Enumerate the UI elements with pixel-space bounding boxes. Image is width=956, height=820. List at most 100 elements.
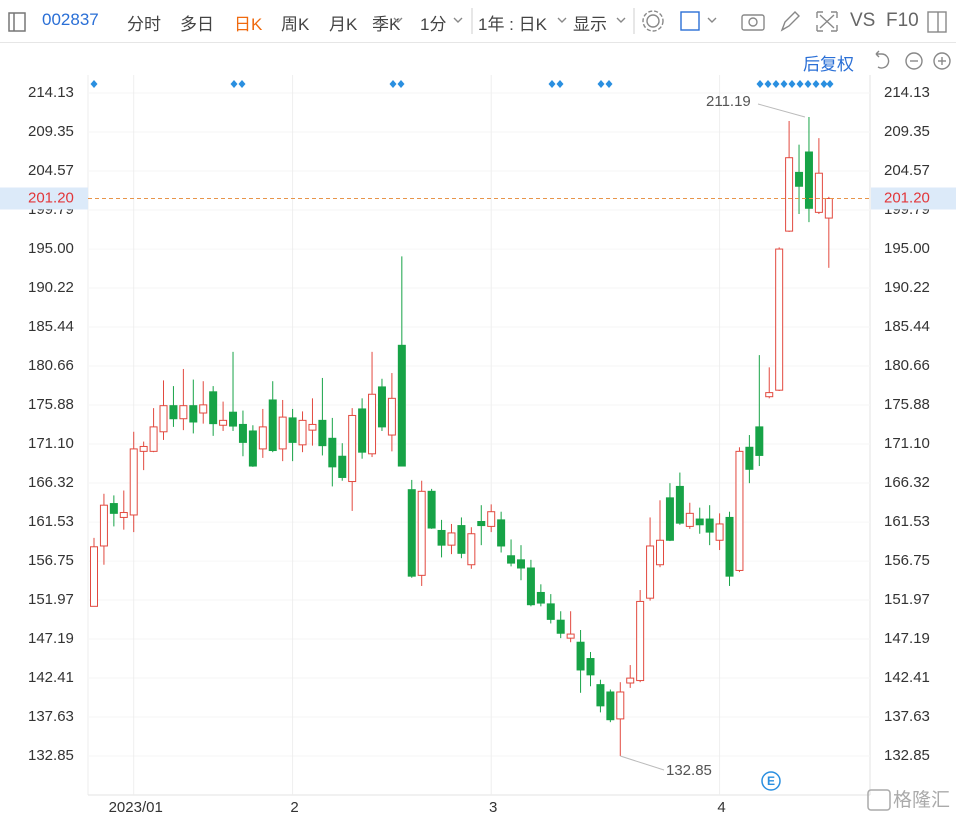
candle-body — [785, 157, 794, 232]
candle-body — [338, 455, 347, 478]
event-marker[interactable] — [90, 80, 98, 88]
candle-body — [487, 511, 496, 527]
candle-body — [129, 448, 138, 516]
y-tick-label: 137.63 — [28, 708, 74, 725]
current-price-label: 201.20 — [28, 189, 74, 206]
candle-body — [288, 417, 297, 443]
candle-body — [189, 405, 198, 423]
y-tick-label-right: 190.22 — [884, 279, 930, 296]
candle-body — [248, 430, 257, 467]
range-select[interactable]: 1年 : 日K — [478, 15, 547, 34]
candle-body — [358, 408, 367, 453]
event-marker[interactable] — [238, 80, 246, 88]
period-tab[interactable]: 周K — [281, 15, 310, 34]
min-pointer — [620, 755, 665, 771]
candle-body — [109, 503, 118, 514]
candle-body — [804, 151, 813, 209]
event-marker[interactable] — [780, 80, 788, 88]
y-tick-label: 185.44 — [28, 318, 74, 335]
candle-body — [497, 519, 506, 547]
candle-body — [646, 545, 655, 599]
candle-body — [546, 603, 555, 620]
candle-body — [387, 397, 396, 436]
display-select[interactable]: 显示 — [573, 15, 607, 34]
candle-body — [467, 533, 476, 566]
event-marker[interactable] — [772, 80, 780, 88]
panel-icon[interactable] — [8, 12, 26, 32]
watermark: 格隆汇 — [893, 789, 950, 811]
event-marker[interactable] — [812, 80, 820, 88]
stock-code[interactable]: 002837 — [42, 10, 99, 29]
y-tick-label-right: 161.53 — [884, 513, 930, 530]
f10-button[interactable]: F10 — [886, 10, 919, 31]
candle-body — [268, 399, 277, 452]
candle-body — [636, 600, 645, 682]
candle-body — [437, 529, 446, 546]
y-tick-label-right: 137.63 — [884, 708, 930, 725]
y-tick-label-right: 132.85 — [884, 747, 930, 764]
event-marker[interactable] — [764, 80, 772, 88]
candle-body — [159, 405, 168, 433]
candle-body — [566, 633, 575, 639]
y-tick-label: 190.22 — [28, 279, 74, 296]
max-label: 211.19 — [706, 93, 751, 110]
watermark-logo — [867, 789, 891, 811]
x-tick-label: 3 — [489, 799, 497, 816]
candle-body — [526, 567, 535, 606]
vs-button[interactable]: VS — [850, 10, 876, 31]
period-tab[interactable]: 月K — [329, 15, 358, 34]
event-marker[interactable] — [605, 80, 613, 88]
event-icon[interactable] — [761, 771, 781, 791]
adjust-button[interactable]: 后复权 — [803, 55, 854, 74]
event-marker[interactable] — [820, 80, 828, 88]
max-pointer — [757, 103, 806, 118]
current-price-box-right — [871, 187, 956, 210]
event-marker[interactable] — [756, 80, 764, 88]
zoom-icons[interactable] — [870, 50, 956, 72]
event-marker[interactable] — [804, 80, 812, 88]
candle-body — [725, 516, 734, 577]
event-marker[interactable] — [397, 80, 405, 88]
y-tick-label: 132.85 — [28, 747, 74, 764]
candle-body — [99, 504, 108, 547]
event-marker[interactable] — [556, 80, 564, 88]
candle-body — [169, 405, 178, 420]
event-marker[interactable] — [796, 80, 804, 88]
candle-body — [695, 518, 704, 526]
period-tab[interactable]: 季K — [372, 15, 401, 34]
candle-body — [656, 539, 665, 566]
y-tick-label: 166.32 — [28, 474, 74, 491]
event-marker[interactable] — [548, 80, 556, 88]
y-tick-label: 214.13 — [28, 84, 74, 101]
candle-body — [586, 658, 595, 676]
period-tab-active[interactable]: 日K — [234, 15, 263, 34]
period-tab[interactable]: 1分 — [420, 15, 447, 34]
candle-body — [238, 423, 247, 443]
candle-body — [824, 197, 833, 219]
y-tick-label: 195.00 — [28, 240, 74, 257]
candle-body — [447, 532, 456, 546]
y-tick-label: 180.66 — [28, 357, 74, 374]
period-tab[interactable]: 多日 — [180, 15, 214, 34]
period-tab[interactable]: 分时 — [127, 15, 161, 34]
y-tick-label: 147.19 — [28, 630, 74, 647]
y-tick-label-right: 151.97 — [884, 591, 930, 608]
candle-body — [219, 419, 228, 426]
y-tick-label: 171.10 — [28, 435, 74, 452]
event-marker[interactable] — [230, 80, 238, 88]
candle-body — [675, 485, 684, 524]
candle-body — [596, 684, 605, 707]
candle-body — [516, 559, 525, 569]
candle-body — [606, 691, 615, 721]
x-tick-label: 2023/01 — [109, 799, 163, 816]
event-marker[interactable] — [597, 80, 605, 88]
candle-body — [427, 490, 436, 529]
y-tick-label: 204.57 — [28, 162, 74, 179]
y-tick-label-right: 209.35 — [884, 123, 930, 140]
candle-body — [328, 437, 337, 468]
candle-body — [278, 416, 287, 450]
event-marker[interactable] — [788, 80, 796, 88]
event-marker[interactable] — [389, 80, 397, 88]
event-marker[interactable] — [826, 80, 834, 88]
candle-body — [616, 691, 625, 720]
